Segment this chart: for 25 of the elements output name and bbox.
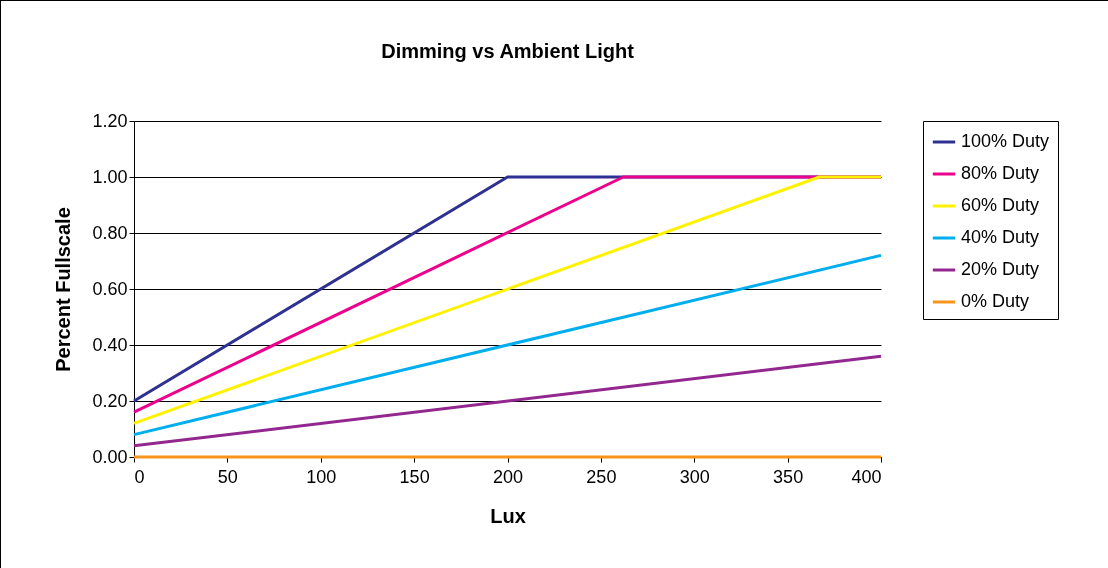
y-tick-label: 1.20 xyxy=(92,110,128,131)
x-tick-label: 150 xyxy=(399,466,430,487)
y-tick-label: 0.40 xyxy=(92,334,128,355)
x-tick-label: 250 xyxy=(586,466,617,487)
x-axis-title: Lux xyxy=(490,504,526,527)
y-tick-label: 0.60 xyxy=(92,278,128,299)
y-tick-label: 0.80 xyxy=(92,222,128,243)
y-tick-label: 0.20 xyxy=(92,390,128,411)
chart-title: Dimming vs Ambient Light xyxy=(381,40,635,62)
x-tick-label: 300 xyxy=(679,466,710,487)
y-tick-label: 0.00 xyxy=(92,446,128,467)
legend-label: 20% Duty xyxy=(961,259,1040,279)
legend-label: 60% Duty xyxy=(961,195,1040,215)
x-tick-label: 200 xyxy=(492,466,524,487)
legend-label: 40% Duty xyxy=(961,227,1040,247)
x-tick-label: 50 xyxy=(217,466,238,487)
x-tick-label: 350 xyxy=(773,466,804,487)
legend-label: 80% Duty xyxy=(961,163,1040,183)
y-tick-label: 1.00 xyxy=(92,166,128,187)
y-axis-title: Percent Fullscale xyxy=(52,207,75,372)
x-tick-label: 400 xyxy=(851,466,882,487)
legend-label: 0% Duty xyxy=(961,291,1030,311)
legend-label: 100% Duty xyxy=(961,131,1050,151)
x-tick-label: 0 xyxy=(134,466,145,487)
x-tick-label: 100 xyxy=(306,466,337,487)
